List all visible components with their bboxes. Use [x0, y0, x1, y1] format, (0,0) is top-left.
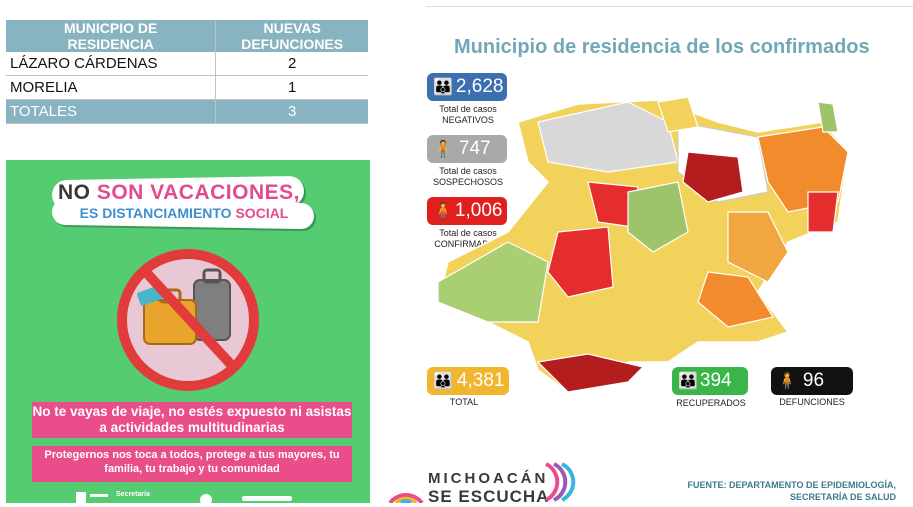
brand-line2: SE ESCUCHA: [428, 487, 550, 506]
negativos-value: 2,628: [455, 76, 504, 97]
brand-line1: MICHOACÁN: [428, 470, 549, 487]
confirmados-badge: 🧍 1,006: [427, 197, 507, 225]
person-icon: 👪: [433, 79, 453, 96]
table-total-row: TOTALES 3: [6, 99, 368, 124]
headline-rest: SON VACACIONES,: [96, 181, 300, 204]
total-label: TOTAL: [449, 397, 479, 407]
confirmados-label: Total de casos CONFIRMADOS: [434, 228, 502, 249]
sospechosos-value: 747: [458, 138, 491, 159]
row-value: 2: [215, 52, 368, 76]
headline-no: NO: [58, 181, 91, 204]
michoacan-map: [437, 96, 849, 392]
person-icon: 🧍: [433, 203, 453, 220]
negativos-badge: 👪 2,628: [427, 73, 507, 101]
deaths-table: MUNICPIO DE RESIDENCIA NUEVAS DEFUNCIONE…: [6, 20, 368, 124]
row-municipio: MORELIA: [6, 75, 216, 100]
recuperados-value: 394: [699, 370, 732, 391]
total-value: 3: [215, 99, 368, 124]
recuperados-label: RECUPERADOS: [676, 398, 746, 408]
person-icon: 👪: [678, 373, 698, 390]
subheadline-a: ES DISTANCIAMIENTO: [79, 205, 232, 221]
person-icon: 🧍: [433, 141, 453, 158]
person-icon: 🧍: [777, 373, 797, 390]
poster-headline: NO SON VACACIONES,: [56, 181, 302, 205]
recuperados-badge: 👪 394: [672, 367, 748, 395]
confirmados-value: 1,006: [454, 200, 503, 221]
michoacan-logo-icon: [388, 493, 424, 503]
flower-logo-icon: [200, 494, 212, 503]
sospechosos-label: Total de casos SOSPECHOSOS: [432, 166, 504, 187]
table-row: MORELIA 1: [6, 75, 368, 100]
poster-message1: No te vayas de viaje, no estés expuesto …: [32, 404, 352, 435]
message1-bar: [32, 402, 352, 438]
row-value: 1: [215, 75, 368, 100]
person-icon: 👪: [433, 373, 453, 390]
header-municipio: MUNICPIO DE RESIDENCIA: [6, 20, 216, 52]
row-municipio: LÁZARO CÁRDENAS: [6, 52, 216, 76]
defunciones-value: 96: [802, 370, 825, 391]
total-value: 4,381: [456, 370, 505, 391]
poster-message2: Protegernos nos toca a todos, protege a …: [44, 449, 340, 475]
secretaria-logo-text: Secretaría: [116, 491, 150, 498]
defunciones-label: DEFUNCIONES: [779, 397, 845, 407]
government-logo-icon: [76, 492, 108, 503]
total-badge: 👪 4,381: [427, 367, 509, 395]
defunciones-badge: 🧍 96: [771, 367, 853, 395]
sound-waves-icon: [545, 462, 576, 502]
message2-bar: [32, 446, 352, 482]
sospechosos-badge: 🧍 747: [427, 135, 507, 163]
header-defunciones: NUEVAS DEFUNCIONES: [215, 20, 368, 52]
radio-logo-icon: [242, 496, 292, 501]
table-header-row: MUNICPIO DE RESIDENCIA NUEVAS DEFUNCIONE…: [6, 20, 368, 52]
map-title: Municipio de residencia de los confirmad…: [454, 36, 870, 58]
panel-top-border: [426, 0, 913, 7]
subheadline-b: SOCIAL: [235, 205, 289, 221]
poster-subheadline: ES DISTANCIAMIENTO SOCIAL: [56, 205, 312, 221]
no-travel-icon: [117, 249, 259, 391]
total-label: TOTALES: [6, 99, 216, 124]
table-row: LÁZARO CÁRDENAS 2: [6, 52, 368, 76]
negativos-label: Total de casos NEGATIVOS: [439, 104, 497, 125]
source-note: FUENTE: DEPARTAMENTO DE EPIDEMIOLOGÍA, S…: [687, 480, 896, 502]
